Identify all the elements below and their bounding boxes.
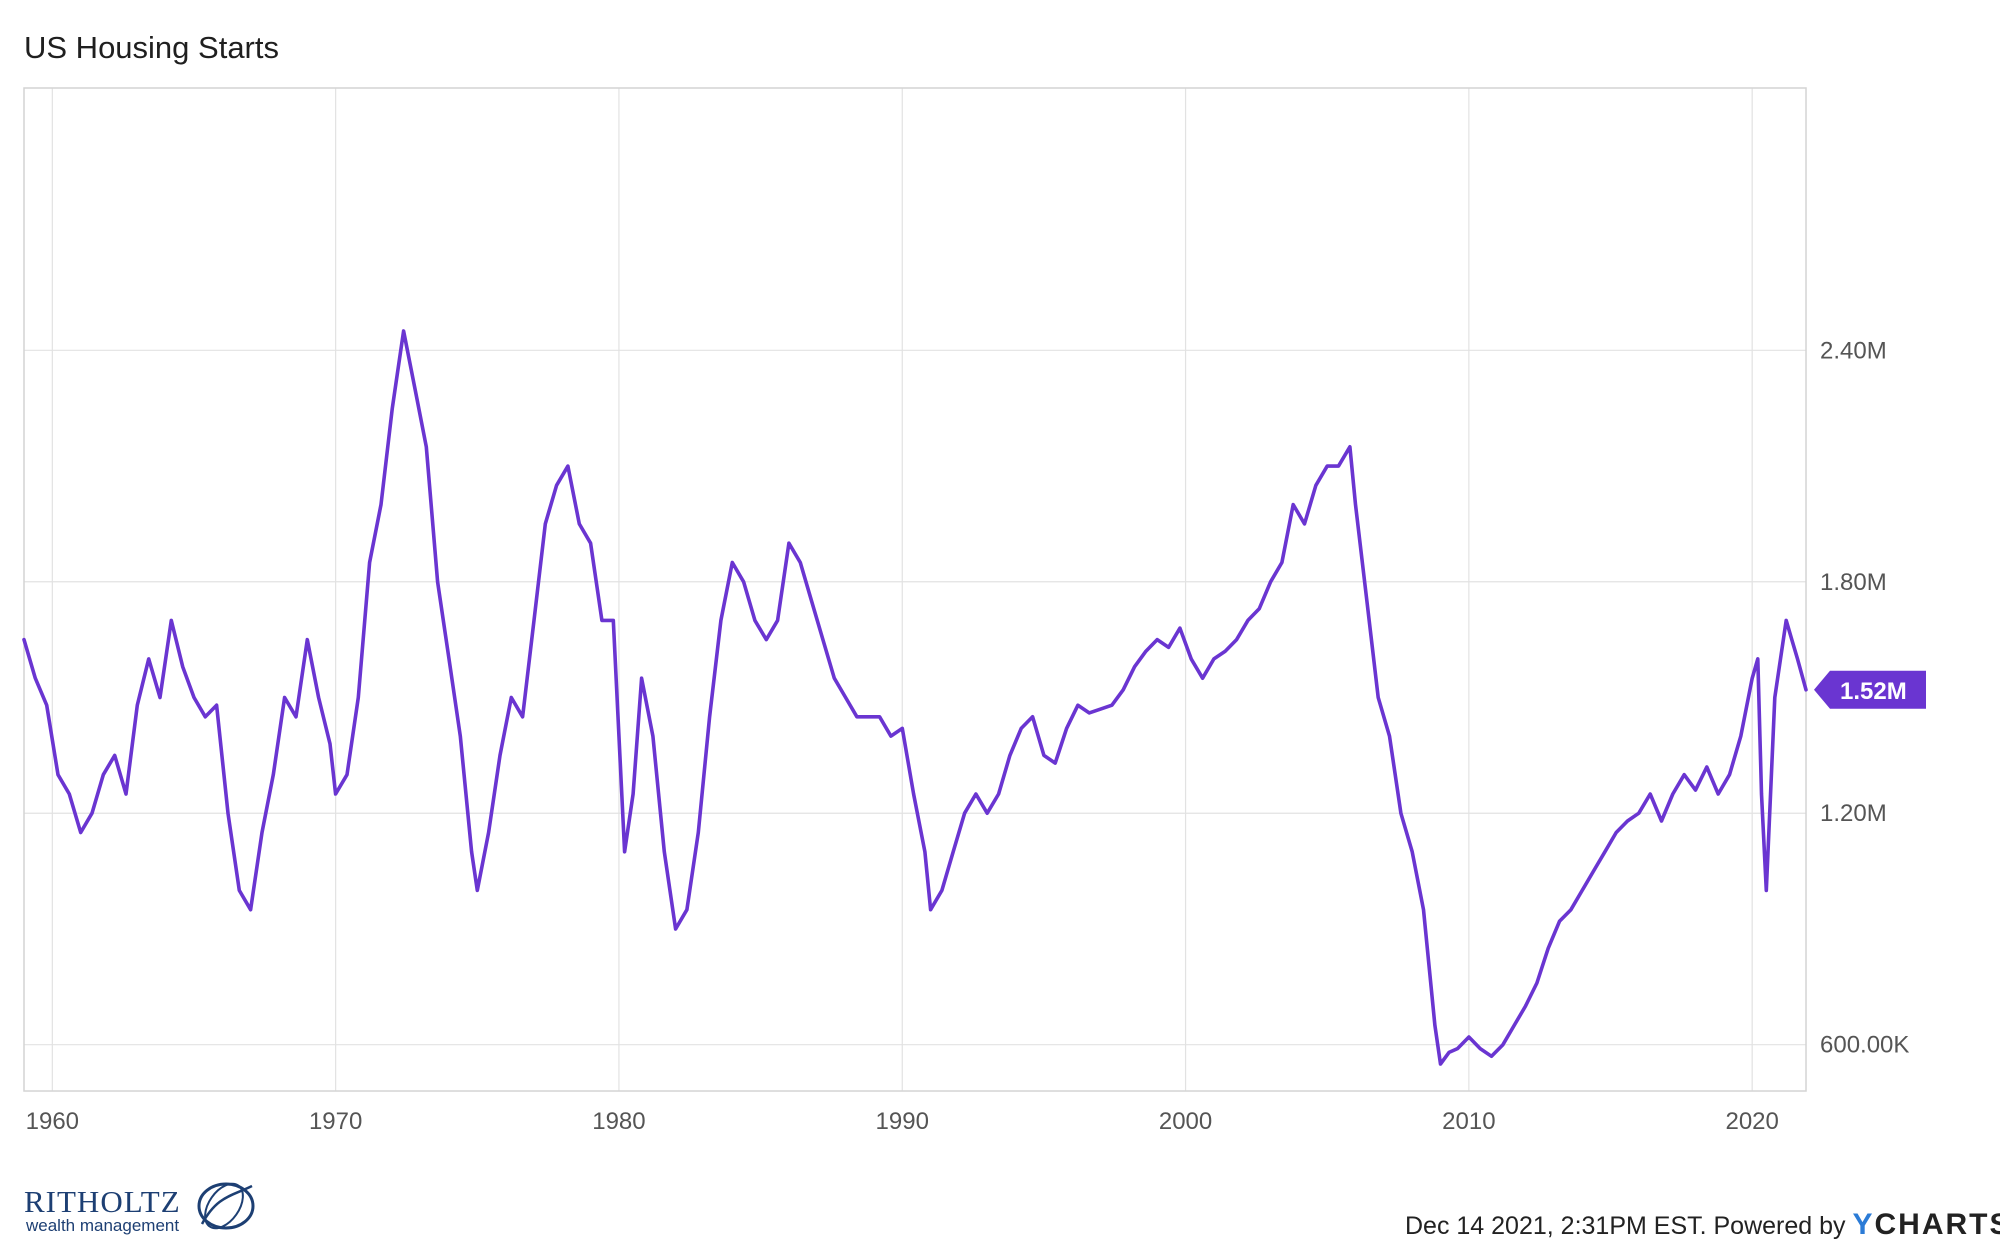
plot-frame [23,87,1807,1092]
y-axis-ticks: 600.00K 1.20M 1.80M 2.40M [1820,337,1909,1058]
ycharts-brand: YCHARTS [1852,1208,2000,1241]
timestamp-text: Dec 14 2021, 2:31PM EST. Powered by [1405,1212,1846,1240]
ycharts-text: CHARTS [1874,1208,2000,1241]
x-axis-ticks: 1960 1970 1980 1990 2000 2010 2020 [26,1108,1779,1135]
grid-lines [24,88,1806,1091]
footer-timestamp: Dec 14 2021, 2:31PM EST. Powered by YCHA… [1405,1208,2000,1242]
x-tick-label: 1980 [592,1108,645,1135]
logo-subtitle: wealth management [26,1216,180,1235]
y-tick-label: 1.20M [1820,800,1887,827]
ycharts-y: Y [1852,1208,1875,1241]
y-tick-label: 2.40M [1820,337,1887,364]
ritholtz-logo: RITHOLTZ wealth management [24,1176,264,1238]
last-value-label: 1.52M [1840,678,1907,705]
logo-name: RITHOLTZ [24,1184,181,1219]
logo-emblem-icon [197,1182,255,1230]
x-tick-label: 1990 [876,1108,929,1135]
x-tick-label: 2010 [1442,1108,1495,1135]
chart-title: US Housing Starts [24,30,279,65]
y-tick-label: 1.80M [1820,569,1887,596]
x-tick-label: 1970 [309,1108,362,1135]
last-value-badge: 1.52M [1814,670,1926,709]
x-tick-label: 1960 [26,1108,79,1135]
x-tick-label: 2020 [1725,1108,1778,1135]
y-tick-label: 600.00K [1820,1032,1909,1059]
series-line [22,329,1808,1066]
x-tick-label: 2000 [1159,1108,1212,1135]
